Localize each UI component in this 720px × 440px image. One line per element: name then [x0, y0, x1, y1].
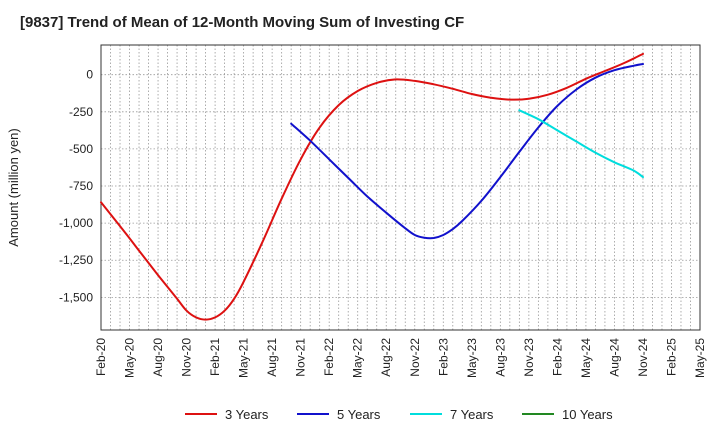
- legend-label: 5 Years: [337, 407, 381, 422]
- x-tick-label: Feb-23: [436, 338, 450, 376]
- x-tick-label: Nov-22: [408, 338, 422, 377]
- x-tick-label: May-25: [693, 338, 707, 378]
- x-tick-label: Aug-24: [607, 338, 621, 377]
- series-line-3-years: [100, 52, 644, 321]
- x-tick-label: Aug-20: [151, 338, 165, 377]
- legend-label: 10 Years: [562, 407, 613, 422]
- x-tick-label: Feb-24: [550, 338, 564, 376]
- x-tick-label: Nov-20: [180, 338, 194, 377]
- y-tick-label: -1,000: [59, 216, 93, 230]
- x-tick-label: Aug-22: [379, 338, 393, 377]
- series-line-5-years: [290, 63, 644, 240]
- grid: [101, 45, 700, 330]
- series: [100, 52, 644, 321]
- x-tick-label: Feb-20: [94, 338, 108, 376]
- y-axis-label: Amount (million yen): [6, 128, 21, 247]
- x-tick-label: May-21: [237, 338, 251, 378]
- x-tick-label: Nov-23: [522, 338, 536, 377]
- legend-label: 7 Years: [450, 407, 494, 422]
- x-tick-label: May-24: [579, 338, 593, 378]
- y-tick-label: 0: [86, 68, 93, 82]
- x-tick-label: Aug-21: [265, 338, 279, 377]
- x-tick-label: Aug-23: [493, 338, 507, 377]
- y-tick-label: -250: [69, 105, 93, 119]
- x-tick-label: May-23: [465, 338, 479, 378]
- y-tick-label: -500: [69, 142, 93, 156]
- y-axis: 0 -250 -500 -750 -1,000 -1,250 -1,500: [59, 68, 93, 305]
- legend: 3 Years 5 Years 7 Years 10 Years: [185, 407, 613, 422]
- plot-area: [100, 44, 701, 331]
- x-tick-label: May-20: [123, 338, 137, 378]
- y-tick-label: -1,500: [59, 290, 93, 304]
- y-tick-label: -750: [69, 179, 93, 193]
- x-tick-label: Feb-25: [664, 338, 678, 376]
- x-tick-label: May-22: [351, 338, 365, 378]
- x-tick-label: Nov-21: [294, 338, 308, 377]
- x-axis: Feb-20 May-20 Aug-20 Nov-20 Feb-21 May-21 Aug-…: [94, 338, 707, 378]
- x-tick-label: Nov-24: [636, 338, 650, 377]
- chart-title: [9837] Trend of Mean of 12-Month Moving …: [20, 14, 465, 31]
- x-tick-label: Feb-22: [322, 338, 336, 376]
- y-tick-label: -1,250: [59, 253, 93, 267]
- legend-label: 3 Years: [225, 407, 269, 422]
- series-line-7-years: [518, 109, 644, 179]
- x-tick-label: Feb-21: [208, 338, 222, 376]
